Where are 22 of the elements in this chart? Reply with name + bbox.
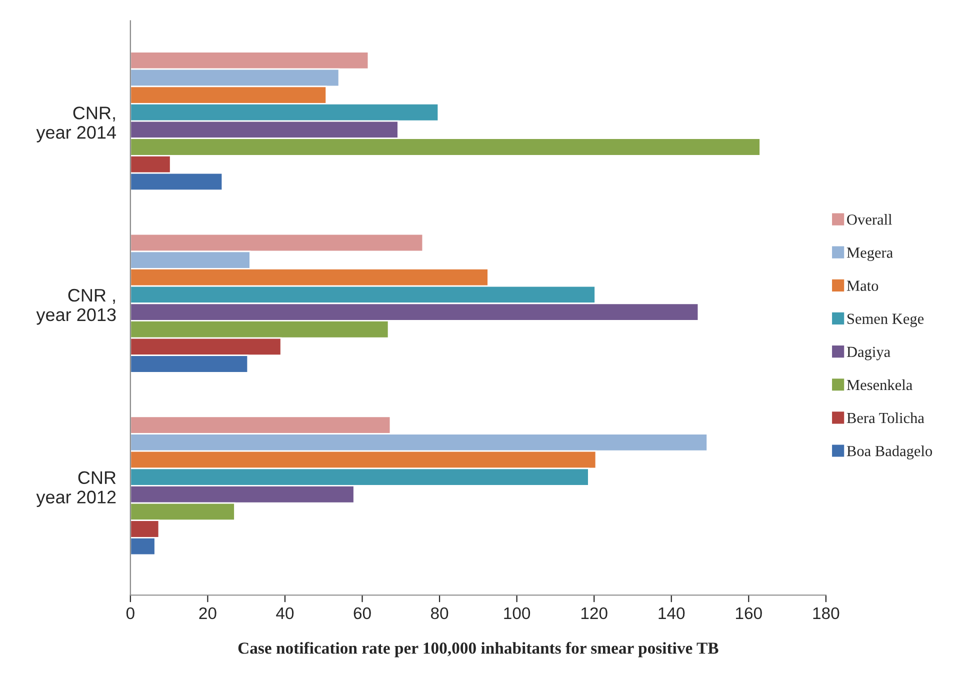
legend-label: Megera [846,248,893,261]
x-tick-label: 40 [276,607,294,620]
y-tick-label: CNR , year 2013 [36,288,116,325]
x-tick-label: 100 [504,607,530,620]
legend-label: Bera Tolicha [846,412,924,424]
legend-label: Semen Kege [847,314,924,328]
legend-label: Overall [847,214,892,225]
legend-label: Mesenkela [846,379,912,390]
x-tick-label: 0 [126,607,134,620]
x-tick-label: 140 [658,607,685,620]
x-tick-label: 20 [199,607,216,620]
x-tick-label: 160 [736,607,762,620]
x-axis-title: Case notification rate per 100,000 inhabitants for smear positive TB [238,642,718,658]
legend-label: Dagiya [846,346,890,360]
legend-label: Mato [846,280,878,291]
y-tick-label: CNR year 2012 [36,471,116,508]
x-tick-label: 60 [354,607,371,620]
y-tick-label: CNR, year 2014 [36,106,116,142]
x-tick-label: 80 [430,607,448,620]
x-tick-label: 180 [813,607,840,620]
x-tick-label: 120 [581,607,608,620]
legend-label: Boa Badagelo [846,445,932,460]
